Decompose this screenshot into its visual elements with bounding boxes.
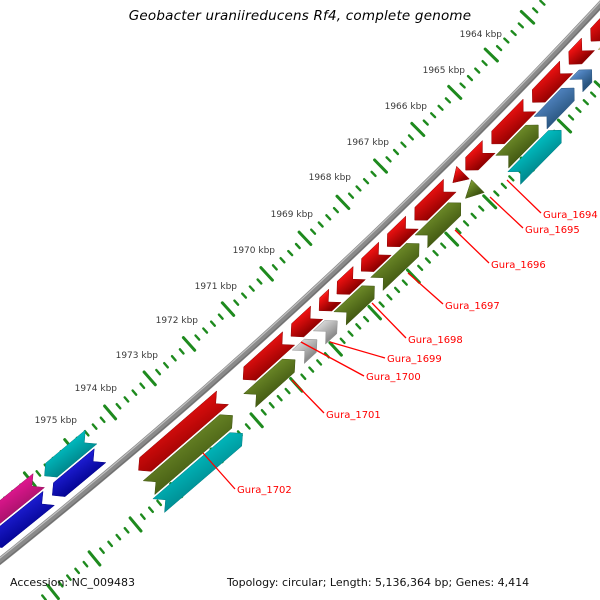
map-title: Geobacter uraniireducens Rf4, complete g…: [128, 8, 472, 24]
gene-arrows: [0, 4, 600, 548]
scale-label-1969: 1969 kbp: [270, 210, 313, 220]
gene-arrow-gura_1700[interactable]: [291, 338, 318, 364]
scale-label-1968: 1968 kbp: [308, 173, 351, 183]
gene-label-gura_1701[interactable]: Gura_1701: [326, 410, 381, 421]
leader-line-gura_1702: [202, 452, 236, 490]
gene-arrow[interactable]: [386, 215, 419, 247]
gene-arrow-gura_1696[interactable]: [414, 202, 462, 249]
gene-label-gura_1698[interactable]: Gura_1698: [408, 335, 463, 346]
gene-label-gura_1700[interactable]: Gura_1700: [366, 372, 421, 383]
leader-line-gura_1699: [329, 341, 386, 359]
gene-arrow[interactable]: [507, 129, 562, 185]
gene-arrow-gura_1701[interactable]: [243, 358, 296, 408]
scale-label-1973: 1973 kbp: [115, 351, 158, 361]
gene-arrow[interactable]: [360, 241, 392, 272]
accession-text: Accession: NC_009483: [10, 576, 136, 589]
gene-arrow-gura_1702[interactable]: [138, 390, 229, 472]
gene-label-gura_1702[interactable]: Gura_1702: [237, 485, 292, 496]
gene-arrow[interactable]: [495, 124, 539, 169]
gene-arrow[interactable]: [336, 266, 366, 295]
gene-arrow[interactable]: [44, 429, 98, 478]
gene-arrow[interactable]: [0, 473, 45, 532]
scale-label-1972: 1972 kbp: [155, 316, 198, 326]
scale-label-1970: 1970 kbp: [232, 246, 275, 256]
gene-arrow-gura_1695[interactable]: [465, 179, 485, 199]
leader-line-gura_1695: [489, 196, 524, 229]
gene-label-gura_1699[interactable]: Gura_1699: [387, 354, 442, 365]
gene-arrow[interactable]: [142, 414, 233, 495]
leader-line-gura_1697: [407, 272, 444, 305]
leader-line-gura_1694: [506, 179, 542, 214]
gene-arrow[interactable]: [568, 37, 595, 65]
leader-line-gura_1700: [300, 341, 365, 377]
gene-arrow[interactable]: [242, 331, 295, 381]
gene-arrow[interactable]: [533, 87, 575, 130]
scale-label-1975: 1975 kbp: [34, 416, 77, 426]
gene-arrow[interactable]: [532, 60, 573, 103]
leader-line-gura_1698: [371, 302, 407, 339]
gene-arrow[interactable]: [0, 491, 55, 548]
gene-arrow[interactable]: [590, 4, 600, 42]
scale-label-1965: 1965 kbp: [422, 66, 465, 76]
gene-arrow[interactable]: [290, 305, 324, 338]
scale-label-1967: 1967 kbp: [346, 138, 389, 148]
gene-label-gura_1694[interactable]: Gura_1694: [543, 210, 598, 221]
gene-arrow[interactable]: [414, 179, 457, 221]
label-leader-lines: [202, 179, 542, 490]
leader-line-gura_1701: [291, 379, 325, 414]
scale-label-1971: 1971 kbp: [194, 282, 237, 292]
gene-arrow[interactable]: [569, 69, 593, 93]
scale-label-1974: 1974 kbp: [74, 384, 117, 394]
gene-arrow-gura_1698[interactable]: [333, 285, 375, 326]
gene-arrow[interactable]: [318, 288, 342, 312]
genome-stats-text: Topology: circular; Length: 5,136,364 bp…: [227, 576, 530, 589]
leader-line-gura_1696: [454, 229, 490, 264]
gene-arrow[interactable]: [452, 166, 470, 183]
gene-label-gura_1697[interactable]: Gura_1697: [445, 301, 500, 312]
gene-arrow-gura_1694[interactable]: [465, 140, 496, 171]
scale-label-1964: 1964 kbp: [459, 30, 502, 40]
gene-arrow-gura_1699[interactable]: [313, 320, 338, 345]
gene-label-gura_1696[interactable]: Gura_1696: [491, 260, 546, 271]
gene-arrow[interactable]: [491, 98, 537, 145]
gene-arrow[interactable]: [152, 432, 243, 513]
gene-label-gura_1695[interactable]: Gura_1695: [525, 225, 580, 236]
gene-arrow[interactable]: [52, 448, 107, 497]
scale-label-1966: 1966 kbp: [384, 102, 427, 112]
gene-arrow-gura_1697[interactable]: [370, 243, 420, 291]
